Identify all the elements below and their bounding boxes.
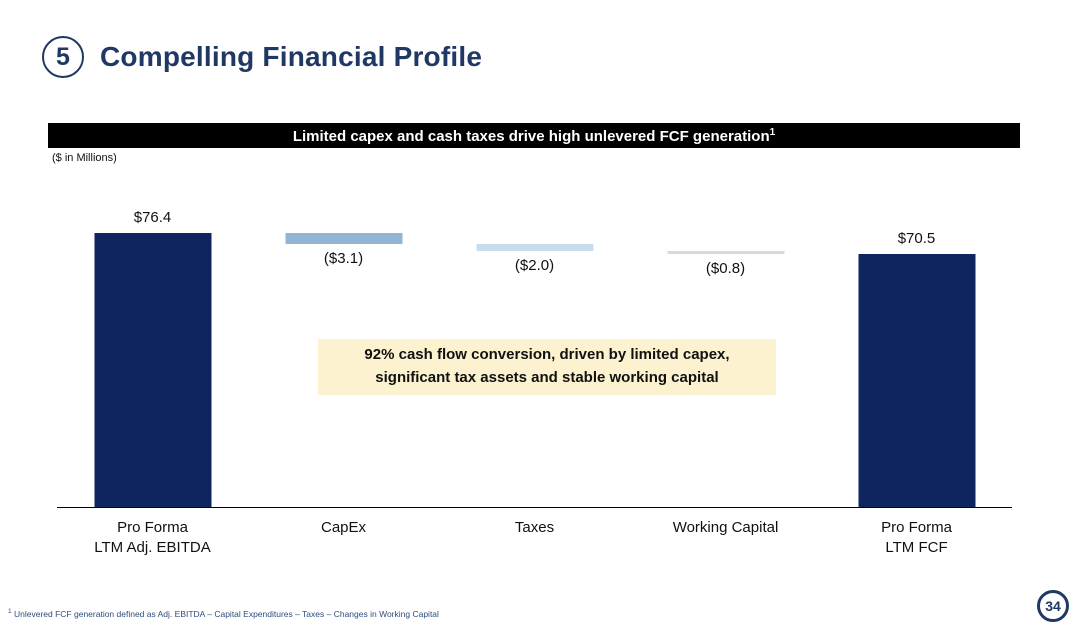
units-label: ($ in Millions) [52, 152, 117, 164]
footnote: 1 Unlevered FCF generation defined as Ad… [8, 608, 439, 619]
bar-value-label-ebitda: $76.4 [133, 209, 172, 226]
category-label-line: Taxes [514, 519, 555, 536]
callout-line-2: significant tax assets and stable workin… [375, 368, 719, 386]
page-title: Compelling Financial Profile [100, 41, 483, 72]
category-label-line: Pro Forma [117, 519, 188, 536]
bar-value-label-capex: ($3.1) [323, 250, 364, 268]
bar-capex [285, 233, 402, 245]
category-label-taxes: Taxes [439, 518, 630, 559]
category-axis: Pro Forma LTM Adj. EBITDA CapEx Taxes Workin… [57, 518, 1012, 559]
section-number-badge: 5 [42, 36, 84, 78]
bar-taxes [476, 244, 593, 252]
waterfall-column-fcf: $70.5 [821, 230, 1012, 507]
chart-title-banner: Limited capex and cash taxes drive high … [48, 123, 1020, 148]
category-label-line: LTM FCF [885, 539, 948, 557]
category-label-ebitda: Pro Forma LTM Adj. EBITDA [57, 518, 248, 559]
page-number: 34 [1045, 598, 1061, 614]
waterfall-column-capex: ($3.1) [248, 233, 439, 507]
slide-header: 5 Compelling Financial Profile [42, 36, 482, 78]
chart-title: Limited capex and cash taxes drive high … [293, 127, 775, 145]
callout-box: 92% cash flow conversion, driven by limi… [318, 339, 776, 395]
section-number: 5 [56, 42, 70, 71]
waterfall-column-ebitda: $76.4 [57, 209, 248, 507]
bar-value-label-fcf: $70.5 [897, 230, 936, 248]
chart-title-footnote-marker: 1 [769, 126, 776, 138]
waterfall-column-working-capital: ($0.8) [630, 233, 821, 507]
category-label-fcf: Pro Forma LTM FCF [821, 518, 1012, 559]
category-label-capex: CapEx [248, 518, 439, 559]
bar-ebitda [94, 233, 211, 507]
waterfall-plot-area: $76.4 ($3.1) ($2.0) ($0.8) $70.5 [57, 209, 1012, 508]
category-label-line: LTM Adj. EBITDA [94, 539, 211, 557]
page-number-badge: 34 [1037, 590, 1069, 622]
bar-value-label-working-capital: ($0.8) [705, 260, 746, 278]
footnote-text: Unlevered FCF generation defined as Adj.… [14, 608, 439, 619]
category-label-line: CapEx [320, 519, 367, 536]
chart-title-text: Limited capex and cash taxes drive high … [292, 127, 770, 145]
bar-value-label-taxes: ($2.0) [514, 257, 555, 275]
category-label-working-capital: Working Capital [630, 518, 821, 559]
category-label-line: Pro Forma [881, 519, 952, 536]
category-label-line: Working Capital [672, 519, 779, 536]
footnote-marker: 1 [8, 608, 12, 615]
callout-line-1: 92% cash flow conversion, driven by limi… [364, 346, 730, 363]
bar-working-capital [667, 251, 784, 255]
bar-fcf [858, 254, 975, 507]
waterfall-column-taxes: ($2.0) [439, 233, 630, 507]
